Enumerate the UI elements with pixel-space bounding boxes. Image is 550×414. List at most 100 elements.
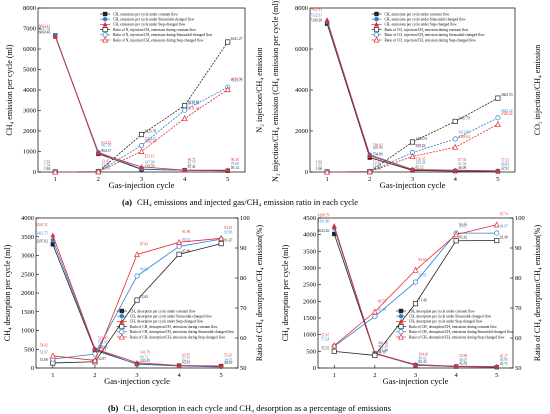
legend-entry: Ratio of N₂ injection/CH₄ emissions duri… [100,32,213,38]
chart-panel-b-left: 0 500 1000 1500 2000 2500 3000 3500 4000 50 60 70 80… [3,215,264,386]
legend-marker [374,17,379,22]
legend-marker [398,333,404,340]
data-label: 90.71 [188,158,196,162]
data-label: 46.09 [458,166,466,170]
data-label: 80.66 [140,267,148,271]
data-label: 6341.27 [231,37,243,41]
legend: CH₄ emissions per cycle under constant f… [371,11,486,43]
data-label: 502.95 [98,341,108,345]
legend-entry: Ratio of N₂ injection/CH₄ emissions duri… [100,36,204,43]
y-tick-label: 8000 [295,5,308,12]
data-label: 80.02 [419,357,427,361]
data-point [494,120,501,127]
data-label: 6647.54 [39,27,51,31]
plot-frame [35,217,239,369]
y2-axis-title: N₂ injection/CH₄ emission [255,47,264,132]
legend: CH₄ emissions per cycle under constant f… [100,11,213,43]
data-point [409,153,416,160]
data-label: 92.42 [459,236,467,240]
series-line [333,233,497,368]
data-label: 92.49 [500,236,508,240]
data-point [134,273,140,279]
legend-entry: Ratio of CO₂ injection/CH₄ emission duri… [371,36,476,43]
data-label: 57.47 [321,333,329,337]
y2-tick-label: 80 [515,275,522,282]
series-line [333,225,497,367]
data-label: 3239.81 [188,101,200,105]
legend-entry: Ratio of CO₂ injection/CH₄ emission duri… [371,27,469,33]
data-point [494,237,500,244]
y2-tick-label: 50 [515,365,522,372]
data-point [494,230,500,236]
y-tick-label: 6000 [295,46,308,53]
data-label: 948.83 [416,144,426,148]
data-label: 1002.24 [145,139,157,143]
y2-tick-label: 90 [240,245,247,252]
y-tick-label: 3000 [303,265,316,272]
data-point [412,266,419,273]
legend-marker [119,318,125,324]
data-point [92,346,98,351]
x-tick-label: 1 [333,372,336,379]
data-label: 48.19 [224,361,232,365]
data-point [495,168,501,174]
legend-label: Ratio of CH₄ desorption/CH₄ emissions du… [130,330,235,334]
legend: CH₄ desorption per cycle under constant … [396,308,514,340]
data-label: 87.89 [182,249,190,253]
data-point [224,86,231,93]
chart-panel-a-right: 0 2000 4000 6000 8000 1 2 3 4 5 Gas-injection cycl… [271,0,542,190]
data-point [494,363,500,369]
data-label: 99.72 [140,356,148,360]
legend-entry: Ratio of CH₄ desorption/CH₄ emissions du… [396,329,514,335]
data-point [371,308,378,315]
data-point [50,232,56,238]
data-point [181,115,188,122]
data-label: 65.87 [182,353,190,357]
data-label: 1.84 [44,167,50,171]
legend-marker [398,329,404,335]
data-label: 79.08 [231,162,239,166]
data-point [50,242,56,247]
data-label: 967.19 [101,144,111,148]
data-label: 13.84 [101,163,109,167]
caption-b: (b) CH₄ desorption in each cycle and CH₄… [108,403,391,413]
data-label: 94.97 [500,224,508,228]
data-label: 61.34 [458,162,466,166]
data-label: 53.98 [459,354,467,358]
data-label: 42.83 [459,362,467,366]
data-point [176,251,182,257]
x-tick-label: 2 [373,372,376,379]
data-label: 32.92 [501,166,509,170]
data-label: 14.46 [373,167,381,171]
caption-a-text: CH₄ emissions and injected gas/CH₄ emiss… [137,197,358,207]
legend-label: Ratio of N₂ injection/CH₄ emissions duri… [113,33,213,37]
legend-marker [119,324,125,330]
y-tick-label: 0 [313,365,316,372]
legend-label: Ratio of CO₂ injection/CH₄ emission duri… [385,33,486,37]
data-label: 1825.78 [145,130,157,134]
legend-label: Ratio of N₂ injection/CH₄ emissions duri… [113,28,196,32]
data-label: 757.31 [416,144,426,148]
legend-label: CH₄ desorption per cycle under constant … [409,309,475,313]
data-point [495,95,501,101]
data-label: 1.52 [44,160,50,164]
data-label: 52.53 [98,348,106,352]
data-label: 1.50 [44,163,50,167]
data-point [182,167,188,173]
caption-a-label: (a) [122,197,132,207]
data-label: 3604.53 [501,93,513,97]
legend-label: CH₄ emissions per cycle under Step-chang… [385,23,458,27]
legend-label: CH₄ desorption per cycle under Sinusoida… [130,315,212,319]
data-point [138,132,145,138]
data-label: 83.43 [419,360,427,364]
data-label: 82.77 [188,162,196,166]
y2-tick-label: 80 [240,275,247,282]
legend-entry: CH₄ desorption per cycle under Sinusoida… [396,314,491,319]
y2-axis-title: Ratio of CH₄ desorption/CH₄ emission(%) [533,225,542,362]
legend-marker [373,27,380,33]
legend-marker [102,11,108,17]
y-tick-label: 1000 [303,332,316,339]
legend-entry: CH₄ emissions per cycle under constant f… [371,11,450,16]
data-label: 91.89 [182,230,190,234]
series-line [327,97,499,173]
